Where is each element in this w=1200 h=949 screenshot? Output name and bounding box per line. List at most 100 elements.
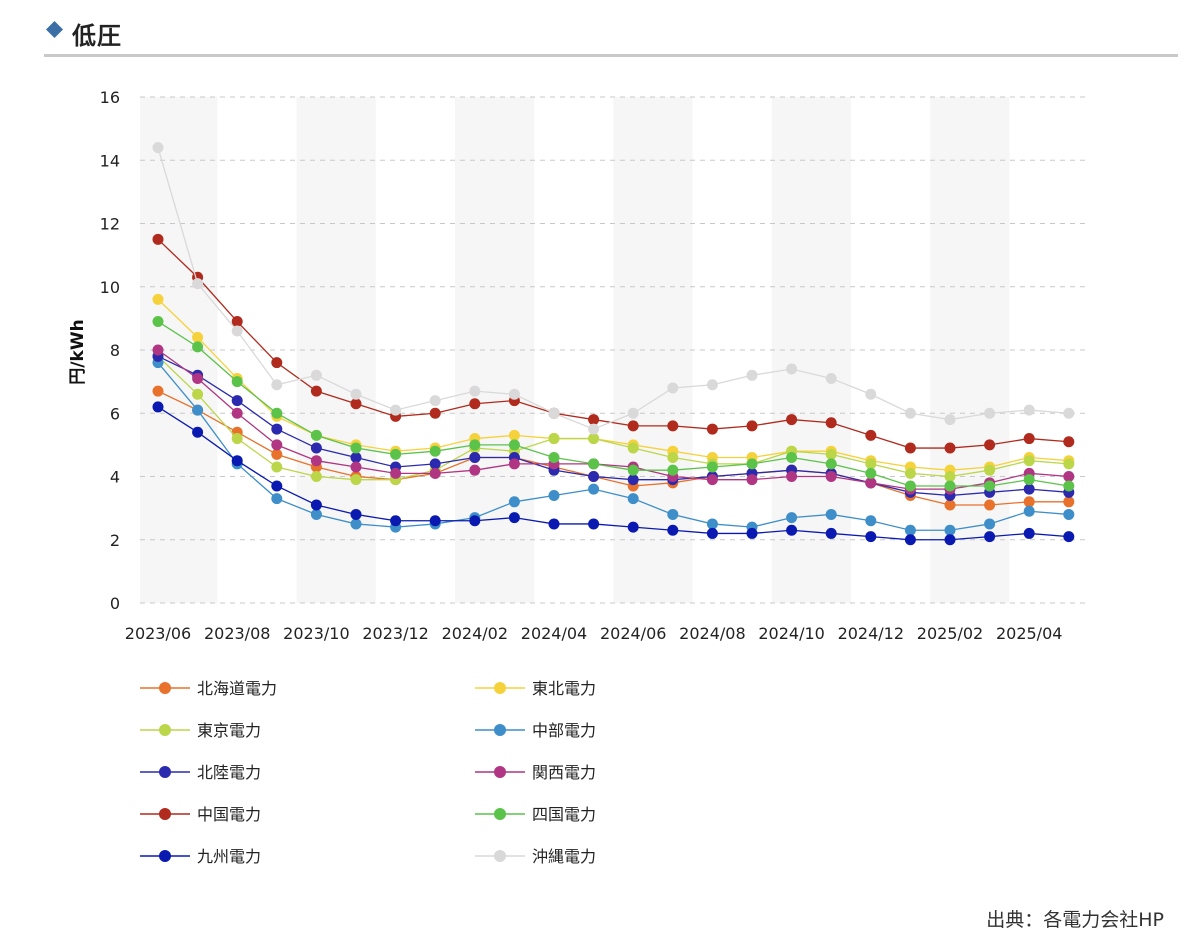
data-point	[1063, 508, 1075, 520]
data-point	[310, 471, 322, 482]
data-point	[231, 407, 243, 419]
data-point	[152, 233, 164, 245]
x-tick-label: 2024/04	[521, 624, 587, 643]
data-point	[350, 452, 362, 464]
data-point	[429, 458, 441, 470]
data-point	[706, 423, 718, 435]
legend-item[interactable]: 九州電力	[140, 847, 261, 866]
data-point	[984, 531, 996, 543]
data-point	[706, 518, 718, 530]
data-point	[984, 439, 996, 451]
legend-item[interactable]: 中部電力	[475, 721, 596, 740]
y-axis-ticks: 0 2 4 6 8 10 12 14 16	[100, 88, 120, 613]
data-point	[825, 458, 837, 470]
data-point	[192, 388, 204, 400]
data-point	[786, 363, 798, 375]
series-line	[157, 238, 1069, 449]
legend-label: 沖縄電力	[532, 847, 596, 866]
data-point	[944, 534, 956, 546]
data-point	[786, 471, 798, 482]
data-point	[390, 467, 402, 479]
data-point	[865, 531, 877, 543]
data-point	[469, 515, 481, 527]
data-point	[1063, 496, 1075, 508]
y-tick-label: 14	[100, 151, 120, 170]
data-point	[350, 398, 362, 410]
data-point	[904, 524, 916, 536]
data-point	[667, 382, 679, 394]
data-point	[350, 508, 362, 520]
data-point	[1023, 433, 1035, 445]
data-point	[1023, 496, 1035, 508]
data-point	[192, 404, 204, 416]
data-point	[192, 278, 204, 290]
data-point	[746, 527, 758, 539]
data-point	[1063, 458, 1075, 470]
legend-label: 関西電力	[532, 763, 596, 782]
legend-item[interactable]: 関西電力	[475, 763, 596, 782]
series-line	[157, 362, 1069, 531]
x-tick-label: 2024/06	[600, 624, 666, 643]
legend-item[interactable]: 中国電力	[140, 805, 261, 824]
data-point	[429, 395, 441, 407]
y-tick-label: 16	[100, 88, 120, 107]
data-point	[390, 404, 402, 416]
legend-item[interactable]: 東北電力	[475, 679, 596, 698]
data-point	[271, 439, 283, 451]
data-point	[469, 452, 481, 464]
data-point	[944, 480, 956, 492]
data-point	[429, 515, 441, 527]
data-point	[469, 385, 481, 397]
series-line	[157, 355, 1069, 481]
data-point	[548, 518, 560, 530]
legend-item[interactable]: 四国電力	[475, 805, 596, 824]
data-point	[904, 467, 916, 479]
data-point	[627, 474, 639, 486]
legend-item[interactable]: 北海道電力	[140, 679, 277, 698]
data-point	[706, 527, 718, 539]
data-point	[508, 496, 520, 508]
y-tick-label: 6	[110, 404, 120, 423]
data-point	[627, 442, 639, 454]
data-point	[667, 452, 679, 464]
data-point	[825, 471, 837, 482]
x-tick-label: 2023/10	[283, 624, 349, 643]
data-point	[152, 385, 164, 397]
legend-label: 四国電力	[532, 805, 596, 824]
data-point	[152, 293, 164, 305]
legend-marker	[159, 724, 171, 736]
data-point	[588, 414, 600, 426]
data-point	[192, 372, 204, 384]
data-point	[984, 480, 996, 492]
data-point	[627, 407, 639, 419]
legend-marker	[494, 766, 506, 778]
data-point	[627, 521, 639, 533]
legend-label: 中国電力	[197, 805, 261, 824]
data-point	[825, 448, 837, 460]
data-point	[944, 414, 956, 426]
legend-marker	[494, 850, 506, 862]
data-point	[865, 467, 877, 479]
legend-item[interactable]: 北陸電力	[140, 763, 261, 782]
data-point	[588, 458, 600, 470]
data-point	[746, 458, 758, 470]
data-point	[944, 471, 956, 482]
data-point	[192, 341, 204, 353]
data-point	[706, 474, 718, 486]
legend-item[interactable]: 東京電力	[140, 721, 261, 740]
legend-label: 東北電力	[532, 679, 596, 698]
section-header: 低圧	[44, 14, 1178, 57]
data-point	[508, 458, 520, 470]
data-point	[904, 534, 916, 546]
legend-label: 北海道電力	[197, 679, 277, 698]
legend-marker	[494, 808, 506, 820]
x-tick-label: 2024/02	[442, 624, 508, 643]
y-axis-label: 円/kWh	[68, 319, 88, 384]
data-point	[1023, 455, 1035, 467]
data-point	[390, 515, 402, 527]
data-point	[350, 442, 362, 454]
series-line	[157, 355, 1069, 497]
legend-item[interactable]: 沖縄電力	[475, 847, 596, 866]
data-point	[627, 493, 639, 505]
series-line	[157, 390, 1069, 506]
